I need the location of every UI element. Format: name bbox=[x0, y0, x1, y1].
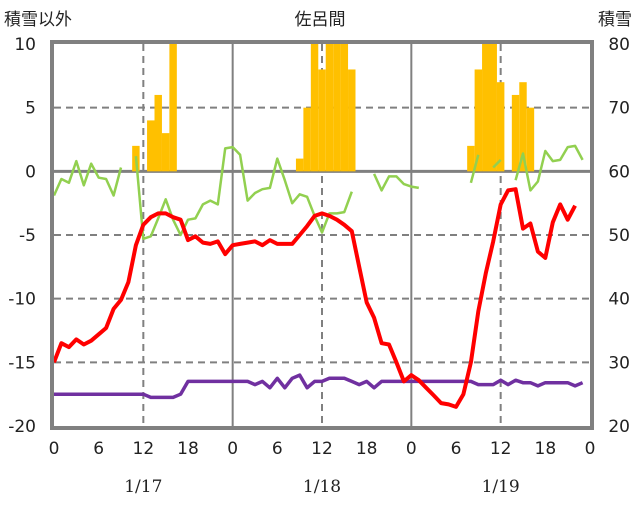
green-series-line bbox=[514, 144, 584, 192]
precip-bar bbox=[489, 44, 497, 172]
left-tick-label: -15 bbox=[8, 353, 36, 373]
precip-bar bbox=[310, 44, 319, 172]
snow-depth-line bbox=[54, 373, 584, 400]
x-tick-label: 18 bbox=[356, 439, 378, 459]
plot-frame bbox=[50, 40, 594, 430]
x-tick-label: 0 bbox=[227, 439, 238, 459]
right-tick-label: 50 bbox=[608, 226, 630, 246]
precip-bar bbox=[318, 69, 326, 172]
left-tick-label: 5 bbox=[25, 99, 36, 119]
x-tick-label: 0 bbox=[49, 439, 60, 459]
precip-bar bbox=[169, 44, 177, 172]
date-label: 1/18 bbox=[303, 477, 341, 497]
temperature-line bbox=[52, 187, 577, 409]
x-tick-label: 18 bbox=[177, 439, 199, 459]
precip-bar bbox=[325, 44, 334, 172]
date-label: 1/19 bbox=[482, 477, 520, 497]
precip-bar bbox=[496, 82, 505, 172]
left-axis-title: 積雪以外 bbox=[4, 10, 72, 30]
right-tick-label: 80 bbox=[608, 35, 630, 55]
x-tick-label: 12 bbox=[311, 439, 333, 459]
green-series-line bbox=[52, 159, 123, 197]
chart-title: 佐呂間 bbox=[295, 10, 346, 30]
right-tick-label: 20 bbox=[608, 417, 630, 437]
precip-bar bbox=[348, 69, 356, 172]
date-label: 1/17 bbox=[124, 477, 162, 497]
precip-bar bbox=[161, 133, 170, 172]
left-tick-label: -5 bbox=[19, 226, 36, 246]
right-axis-title: 積雪 bbox=[598, 10, 632, 30]
precip-bar bbox=[154, 94, 162, 172]
x-tick-label: 6 bbox=[272, 439, 283, 459]
x-tick-label: 12 bbox=[490, 439, 512, 459]
precip-bar bbox=[526, 107, 535, 172]
precip-bar bbox=[511, 94, 520, 172]
x-tick-label: 6 bbox=[93, 439, 104, 459]
x-tick-label: 12 bbox=[133, 439, 155, 459]
x-tick-label: 6 bbox=[451, 439, 462, 459]
right-tick-label: 40 bbox=[608, 290, 630, 310]
precip-bar bbox=[340, 44, 349, 172]
precip-bar bbox=[467, 145, 475, 172]
precip-bar bbox=[474, 69, 483, 172]
green-series-line bbox=[469, 154, 480, 184]
precip-bar bbox=[303, 107, 311, 172]
left-tick-label: 0 bbox=[25, 162, 36, 182]
precip-bar bbox=[333, 44, 341, 172]
plot-border bbox=[50, 40, 594, 430]
green-series-line bbox=[372, 173, 420, 192]
precip-bar bbox=[519, 82, 527, 172]
green-series-line bbox=[492, 159, 502, 169]
right-tick-label: 70 bbox=[608, 99, 630, 119]
x-tick-label: 18 bbox=[535, 439, 557, 459]
precipitation-bars bbox=[132, 44, 535, 172]
left-tick-label: -10 bbox=[8, 290, 36, 310]
precip-bar bbox=[147, 120, 155, 172]
left-tick-label: 10 bbox=[14, 35, 36, 55]
x-tick-label: 0 bbox=[406, 439, 417, 459]
precip-bar bbox=[295, 158, 304, 172]
right-tick-label: 30 bbox=[608, 353, 630, 373]
left-tick-label: -20 bbox=[8, 417, 36, 437]
right-tick-label: 60 bbox=[608, 162, 630, 182]
precip-bar bbox=[482, 44, 490, 172]
series-lines bbox=[52, 144, 584, 409]
x-tick-label: 0 bbox=[585, 439, 596, 459]
